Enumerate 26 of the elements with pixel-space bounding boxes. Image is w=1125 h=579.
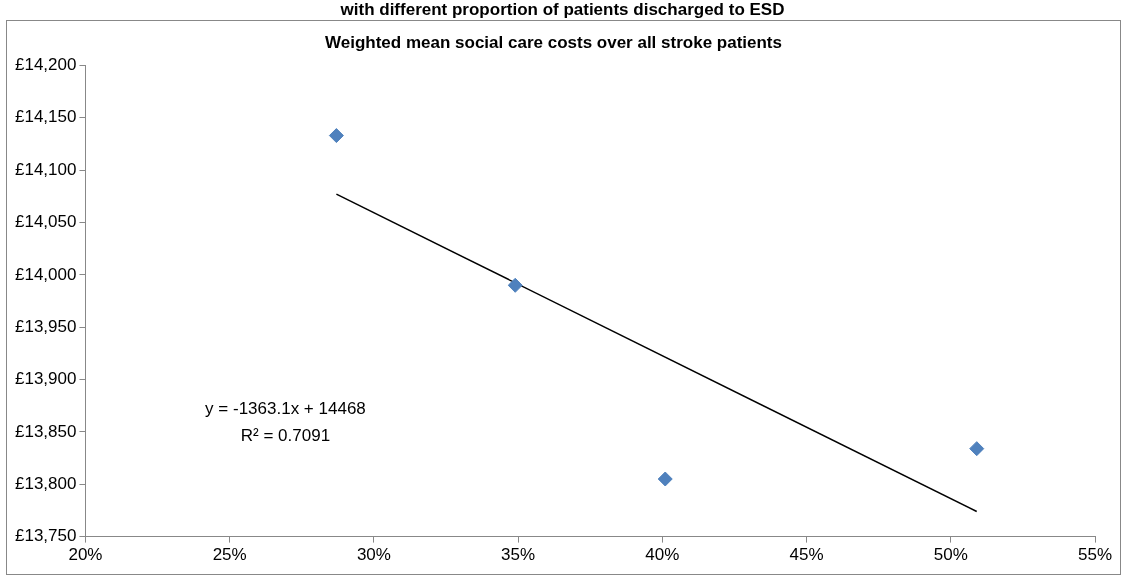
x-tick-label: 20%: [68, 545, 103, 565]
x-tick-label: 55%: [1077, 545, 1113, 565]
y-tick-label: £13,950: [15, 316, 77, 336]
annotation: R² = 0.7091: [240, 426, 331, 446]
y-tick-label: £13,750: [15, 526, 77, 546]
x-tick-label: 50%: [933, 545, 968, 565]
point: [657, 471, 673, 487]
y-tick-label: £13,800: [15, 473, 77, 493]
x-tick-label: 40%: [645, 545, 680, 565]
annotation: y = -1363.1x + 14468: [205, 399, 366, 419]
y-tick-label: £14,100: [15, 159, 77, 179]
point: [969, 441, 985, 457]
chart-subtitle: Weighted mean social care costs over all stroke patients: [325, 32, 782, 52]
point: [328, 128, 344, 144]
x-tick-label: 25%: [212, 545, 247, 565]
point: [507, 277, 523, 293]
x-tick-label: 30%: [356, 545, 391, 565]
chart-title: with different proportion of patients discharged to ESD: [339, 0, 786, 20]
y-tick-label: £14,200: [15, 55, 77, 75]
y-tick-label: £14,000: [15, 264, 77, 284]
y-tick-label: £14,050: [15, 212, 77, 232]
x-tick-label: 35%: [501, 545, 536, 565]
y-tick-label: £14,150: [15, 107, 77, 127]
x-tick-label: 45%: [789, 545, 824, 565]
y-tick-label: £13,900: [15, 369, 77, 389]
y-tick-label: £13,850: [15, 421, 77, 441]
